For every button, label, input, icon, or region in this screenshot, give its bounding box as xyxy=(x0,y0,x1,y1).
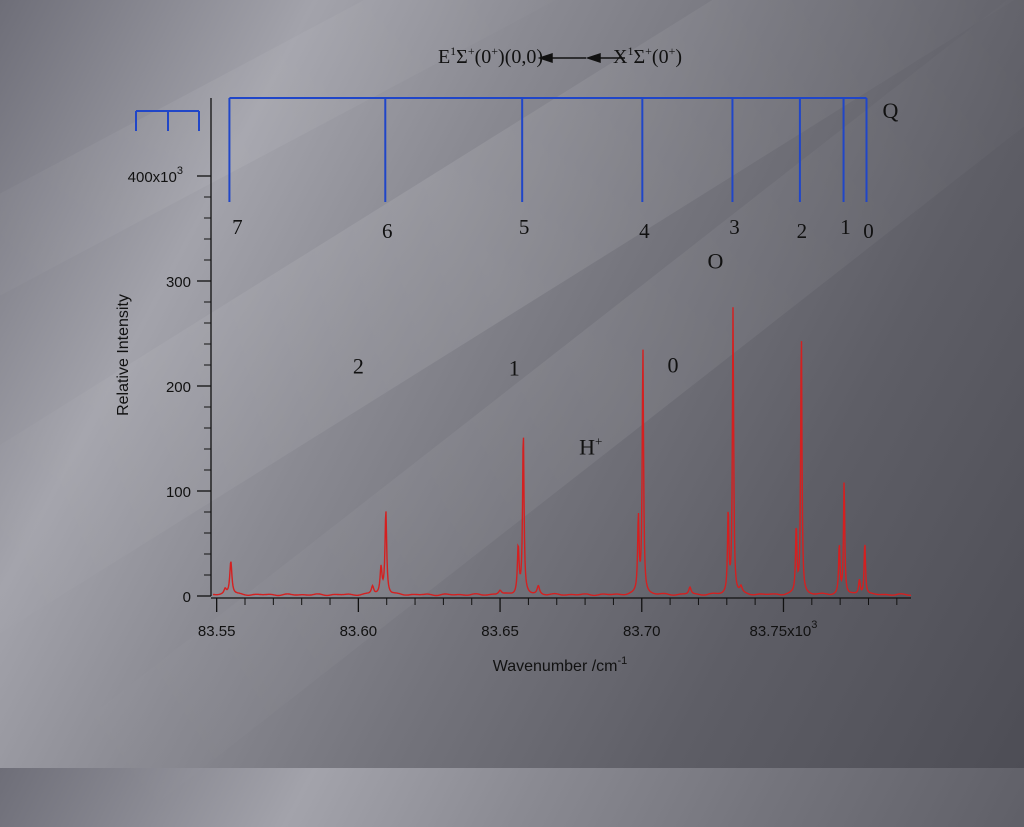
q-branch-line-label: 7 xyxy=(232,215,243,239)
annotations: O 2 1 0 H+ xyxy=(353,248,724,459)
q-branch-line-label: 2 xyxy=(797,219,808,243)
q-branch-line-label: 6 xyxy=(382,219,393,243)
annotation-label: O xyxy=(708,248,724,273)
y-tick-label: 100 xyxy=(166,484,191,501)
annotation-label: 0 xyxy=(667,352,678,377)
x-tick-label: 83.70 xyxy=(623,623,661,640)
y-tick-label: 400x103 xyxy=(128,165,183,186)
q-branch-line-label: 5 xyxy=(519,215,530,239)
q-branch-label: Q xyxy=(883,98,899,123)
x-tick-label: 83.65 xyxy=(481,623,519,640)
y-axis-label: Relative Intensity xyxy=(115,294,132,416)
y-tick-label: 0 xyxy=(183,589,191,606)
q-branch-line-label: 0 xyxy=(863,219,874,243)
q-branch-line-label: 4 xyxy=(639,219,650,243)
q-branch-line-label: 1 xyxy=(840,215,851,239)
y-tick-label: 200 xyxy=(166,379,191,396)
annotation-label: 2 xyxy=(353,353,364,378)
x-tick-label: 83.75x103 xyxy=(750,619,818,640)
annotation-label: H+ xyxy=(579,433,602,459)
x-axis-label: Wavenumber /cm-1 xyxy=(493,655,628,675)
annotation-label: 1 xyxy=(509,356,520,381)
y-tick-label: 300 xyxy=(166,274,191,291)
chart-title: E1Σ+(0+)(0,0) X1Σ+(0+) xyxy=(438,44,682,68)
q-branch-line-label: 3 xyxy=(729,215,740,239)
x-tick-label: 83.55 xyxy=(198,623,236,640)
transition-arrows xyxy=(537,52,625,64)
series-group xyxy=(212,307,911,597)
spectrum-line xyxy=(212,307,911,597)
x-tick-label: 83.60 xyxy=(340,623,378,640)
q-branch-mini-bracket xyxy=(135,110,200,131)
